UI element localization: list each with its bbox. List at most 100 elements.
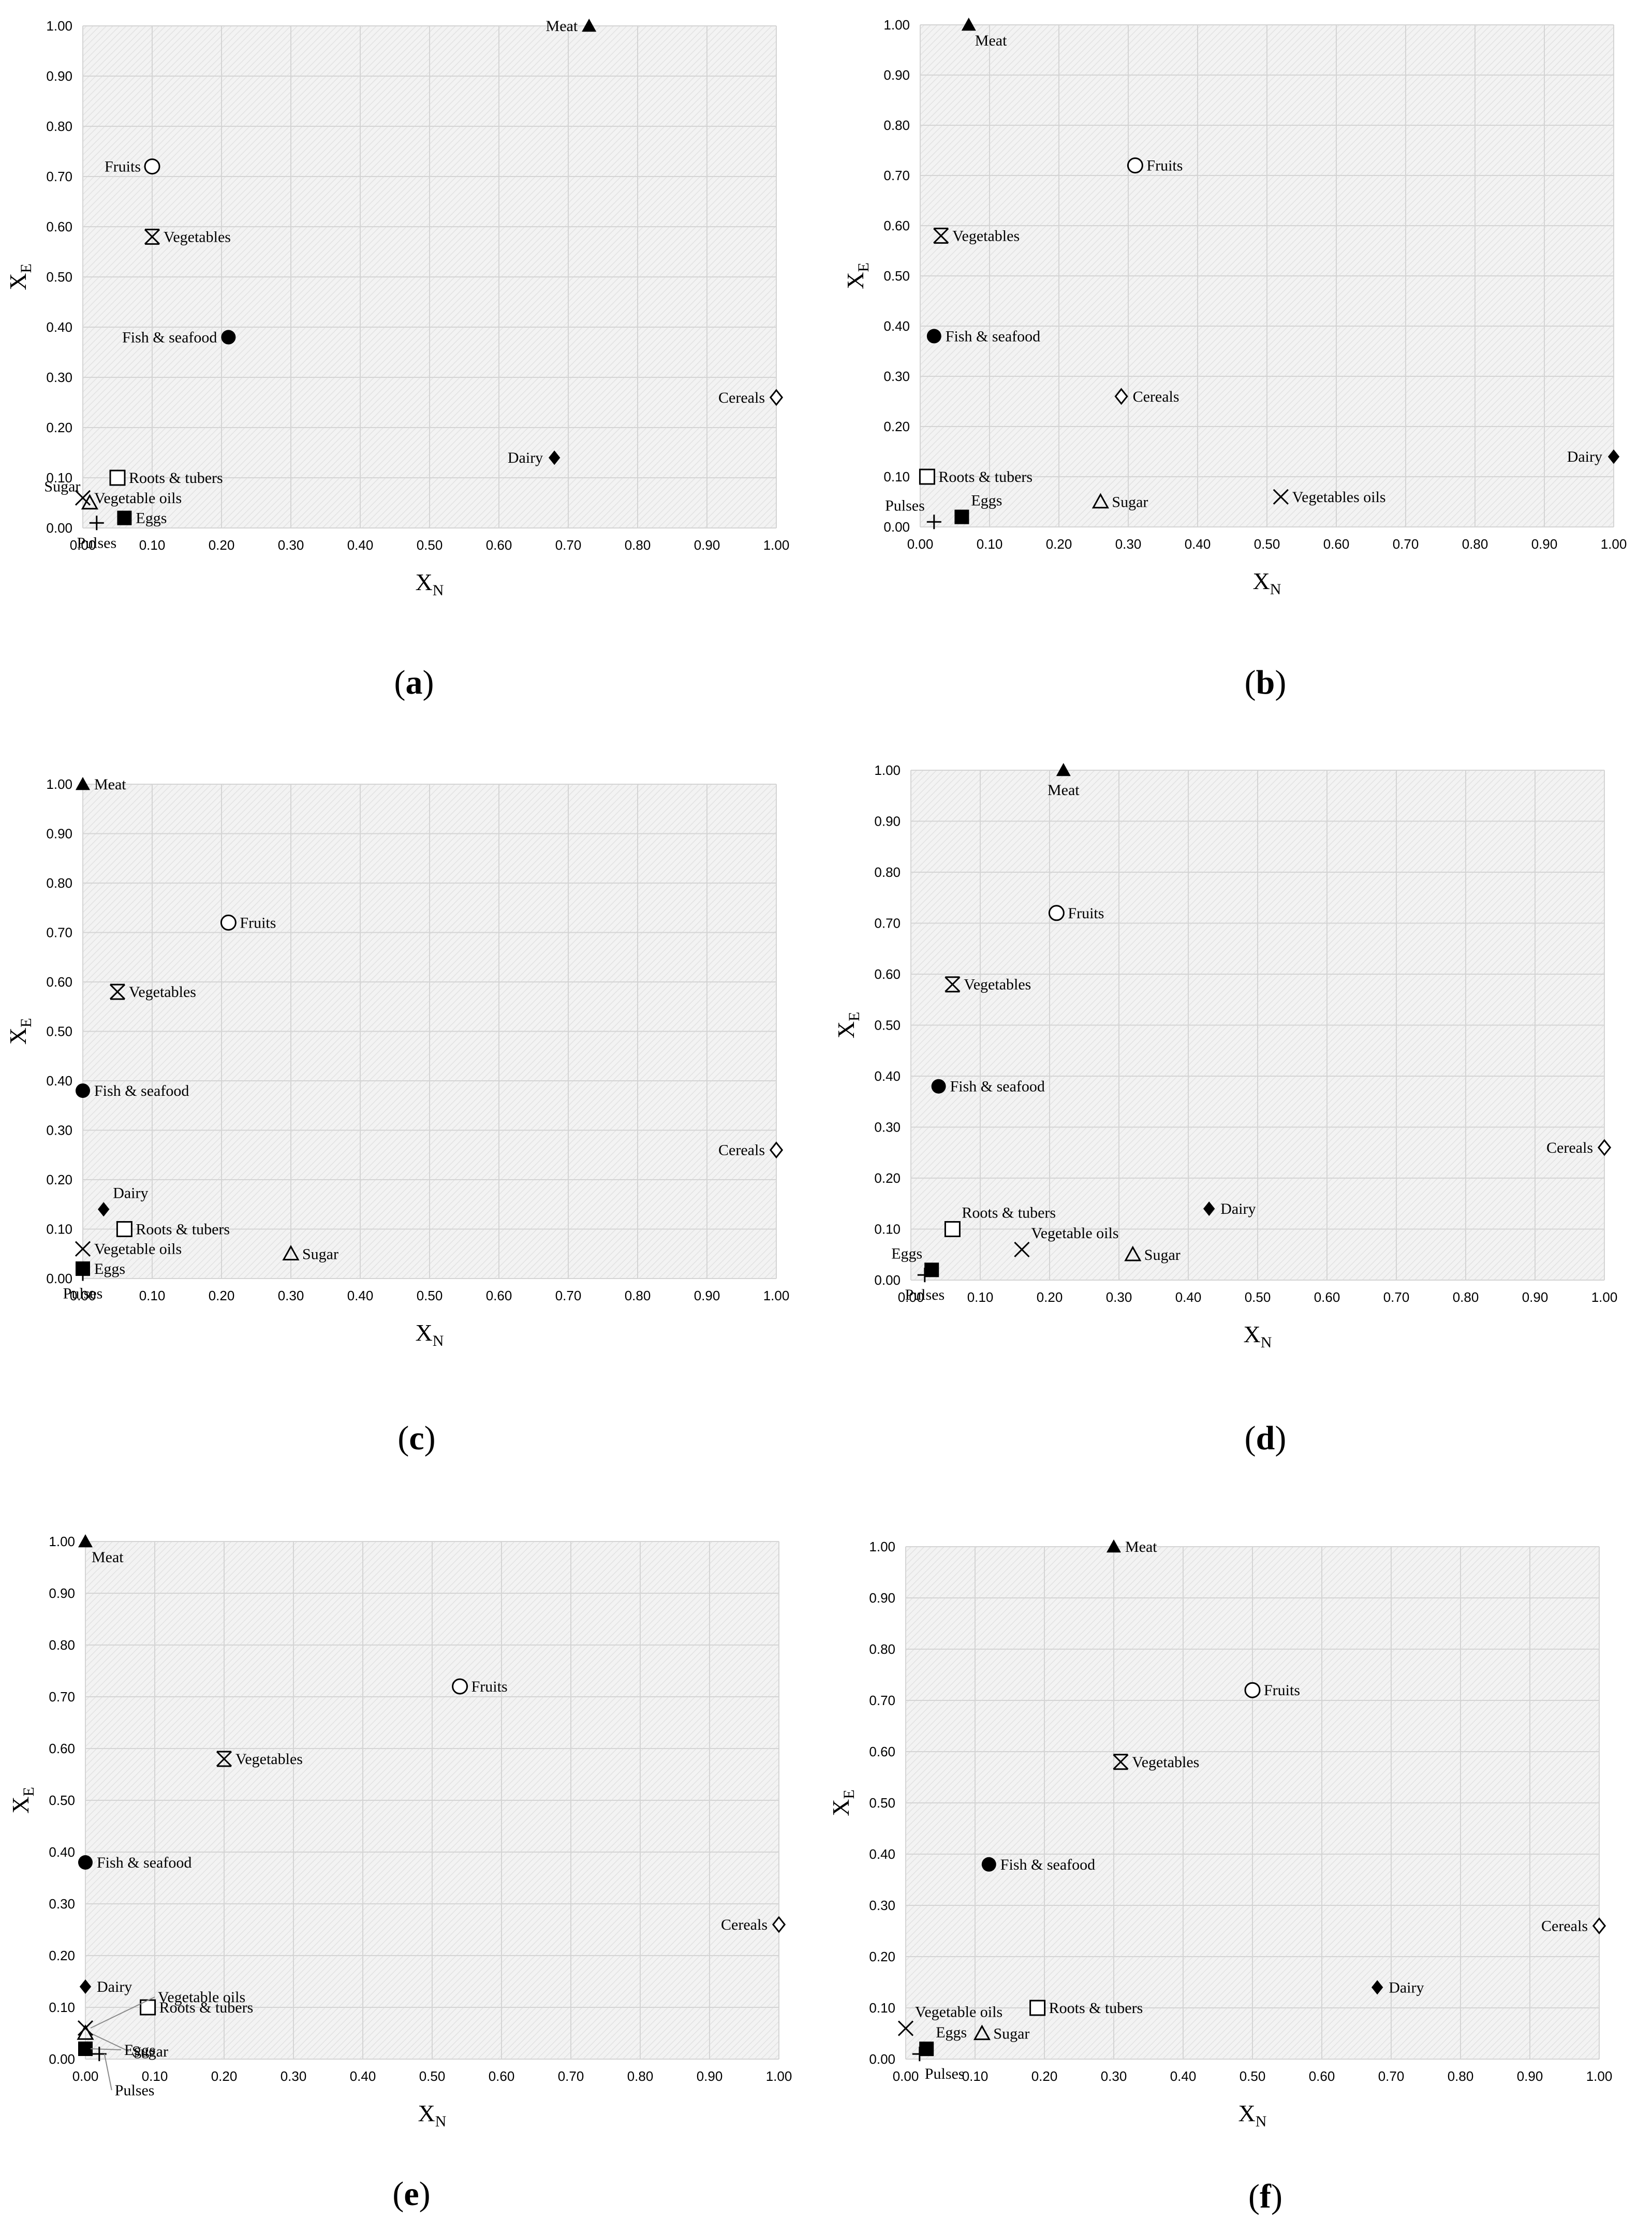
x-tick-label: 0.10 (977, 536, 1003, 552)
x-tick-label: 0.60 (1323, 536, 1350, 552)
point-marker-vegetable-oils (77, 2020, 94, 2036)
point-marker-eggs (954, 509, 969, 524)
point-pulses: Pulses (885, 497, 941, 530)
x-tick-label: 0.40 (1175, 1289, 1202, 1305)
y-tick-label: 0.30 (49, 1896, 75, 1912)
x-tick-label: 0.80 (627, 2068, 654, 2084)
y-tick-label: 0.60 (883, 218, 910, 233)
x-tick-label: 0.50 (1254, 536, 1280, 552)
x-tick-label: 0.80 (1453, 1289, 1479, 1305)
point-label-fruits: Fruits (1146, 157, 1183, 174)
point-marker-vegetable-oils (75, 1241, 91, 1257)
point-fruits: Fruits (105, 158, 160, 175)
point-label-sugar: Sugar (44, 478, 80, 495)
x-tick-label: 0.50 (1240, 2068, 1266, 2084)
point-marker-roots-tubers (1029, 2000, 1046, 2016)
point-roots-tubers: Roots & tubers (140, 1999, 254, 2016)
point-pulses: Pulses (63, 1266, 102, 1302)
point-label-fruits: Fruits (240, 914, 276, 931)
x-tick-label: 0.10 (139, 537, 166, 553)
x-tick-label: 0.40 (1170, 2068, 1197, 2084)
point-label-pulses: Pulses (925, 2065, 965, 2082)
point-label-eggs: Eggs (971, 492, 1002, 509)
point-label-fish-seafood: Fish & seafood (97, 1854, 191, 1871)
y-tick-label: 1.00 (46, 776, 72, 792)
point-sugar: Sugar (1092, 493, 1148, 511)
y-tick-label: 0.50 (869, 1795, 895, 1811)
point-label-fish-seafood: Fish & seafood (94, 1082, 189, 1099)
point-marker-vegetable-oils (75, 490, 91, 506)
point-cereals: Cereals (721, 1916, 786, 1933)
point-label-vegetables: Vegetables (964, 976, 1031, 993)
y-tick-label: 0.40 (49, 1844, 75, 1860)
panel-e: 0.00 0.10 0.20 0.30 0.40 0.50 0.60 0.70 0.80 0.90… (7, 1534, 792, 2213)
point-label-vegetables: Vegetables (129, 983, 196, 1001)
x-tick-label: 0.00 (70, 537, 96, 553)
x-tick-label: 0.40 (350, 2068, 376, 2084)
y-tick-label: 0.70 (869, 1693, 895, 1708)
point-marker-fruits (452, 1678, 468, 1695)
y-tick-label: 0.10 (46, 1222, 72, 1237)
point-marker-sugar (973, 2024, 991, 2040)
x-axis-label: XN (416, 1319, 444, 1349)
point-marker-fish-seafood (221, 330, 236, 345)
panel-b: 0.00 0.10 0.20 0.30 0.40 0.50 0.60 0.70 0.80 0.90… (842, 17, 1627, 701)
leader-line (104, 2053, 112, 2091)
point-label-vegetables: Vegetables (1132, 1754, 1199, 1771)
point-label-eggs: Eggs (94, 1260, 125, 1277)
point-marker-meat (78, 1534, 93, 1548)
x-tick-label: 0.60 (1309, 2068, 1335, 2084)
x-tick-label: 0.50 (1245, 1289, 1271, 1305)
y-tick-label: 0.10 (869, 2000, 895, 2016)
point-marker-fruits (1244, 1682, 1261, 1698)
x-tick-label: 0.60 (486, 1288, 512, 1303)
point-label-vegetables-oils: Vegetables oils (1292, 489, 1386, 506)
point-roots-tubers: Roots & tubers (1029, 2000, 1143, 2017)
y-tick-label: 0.70 (49, 1689, 75, 1705)
point-label-vegetables: Vegetables (164, 228, 231, 245)
point-label-roots-tubers: Roots & tubers (159, 1999, 254, 2016)
y-tick-label: 0.20 (874, 1170, 901, 1186)
point-marker-roots-tubers (919, 468, 935, 485)
x-axis-label: XN (418, 2100, 447, 2130)
x-tick-label: 0.10 (139, 1288, 166, 1303)
point-marker-dairy (79, 1979, 92, 1994)
point-label-fruits: Fruits (471, 1678, 508, 1695)
y-tick-label: 0.50 (46, 269, 72, 285)
x-tick-label: 0.60 (1314, 1289, 1340, 1305)
x-tick-label: 0.10 (962, 2068, 989, 2084)
point-marker-roots-tubers (116, 1221, 132, 1237)
y-tick-label: 0.00 (883, 519, 910, 535)
panel-caption: (f) (1248, 2178, 1282, 2215)
point-label-meat: Meat (975, 32, 1007, 49)
point-label-fruits: Fruits (105, 158, 141, 175)
point-pulses: Pulses (912, 2047, 965, 2082)
y-tick-label: 1.00 (874, 762, 901, 778)
point-marker-fruits (1048, 905, 1065, 921)
y-axis-label: XE (828, 1789, 858, 1816)
point-sugar: Sugar (1124, 1245, 1181, 1264)
y-tick-label: 0.40 (883, 318, 910, 334)
panel-d: 0.00 0.10 0.20 0.30 0.40 0.50 0.60 0.70 0.80 0.90… (833, 762, 1617, 1457)
point-label-cereals: Cereals (1133, 388, 1179, 405)
panel-caption: (d) (1245, 1419, 1287, 1457)
y-tick-label: 0.80 (49, 1637, 75, 1653)
x-tick-label: 0.10 (967, 1289, 994, 1305)
point-marker-vegetables (1113, 1754, 1129, 1770)
y-tick-label: 0.60 (46, 974, 72, 990)
point-fish-seafood: Fish & seafood (76, 1082, 189, 1099)
point-marker-dairy (1371, 1980, 1383, 1995)
y-axis-label: XE (5, 1018, 35, 1045)
point-eggs: Eggs (78, 2042, 155, 2059)
y-tick-label: 0.80 (883, 118, 910, 133)
point-marker-cereals (772, 1916, 786, 1933)
point-label-vegetable-oils: Vegetable oils (94, 1241, 182, 1258)
point-pulses: Pulses (905, 1268, 945, 1303)
point-label-pulses: Pulses (885, 497, 925, 514)
point-vegetables-oils: Vegetables oils (1273, 489, 1386, 506)
point-marker-vegetables (945, 976, 961, 993)
y-tick-label: 0.40 (46, 1073, 72, 1089)
x-tick-label: 0.50 (417, 537, 443, 553)
point-marker-vegetables (109, 983, 126, 1000)
panels: 0.00 0.10 0.20 0.30 0.40 0.50 0.60 0.70 0.80 0.90… (5, 17, 1627, 2215)
